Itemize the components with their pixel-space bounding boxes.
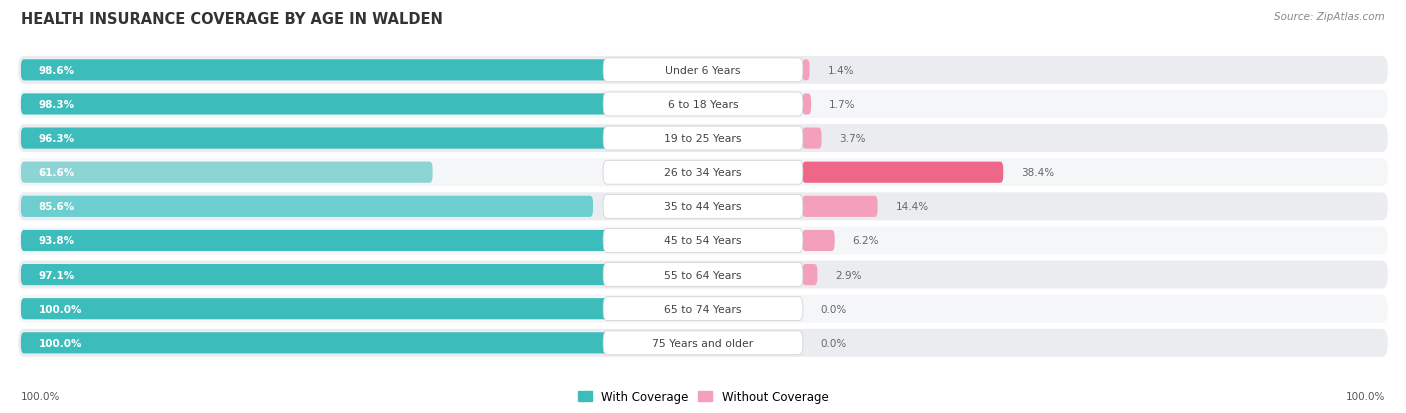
Text: 14.4%: 14.4% [896,202,928,212]
FancyBboxPatch shape [603,59,803,83]
FancyBboxPatch shape [21,196,593,217]
FancyBboxPatch shape [603,229,803,253]
Text: 19 to 25 Years: 19 to 25 Years [664,134,742,144]
Text: 45 to 54 Years: 45 to 54 Years [664,236,742,246]
Text: 55 to 64 Years: 55 to 64 Years [664,270,742,280]
FancyBboxPatch shape [18,295,1388,323]
Legend: With Coverage, Without Coverage: With Coverage, Without Coverage [572,385,834,408]
Text: 75 Years and older: 75 Years and older [652,338,754,348]
FancyBboxPatch shape [603,263,803,287]
FancyBboxPatch shape [603,93,803,116]
Text: 65 to 74 Years: 65 to 74 Years [664,304,742,314]
Text: 61.6%: 61.6% [39,168,75,178]
FancyBboxPatch shape [803,94,811,115]
Text: 2.9%: 2.9% [835,270,862,280]
Text: 98.3%: 98.3% [39,100,75,110]
FancyBboxPatch shape [803,128,821,150]
FancyBboxPatch shape [21,264,669,285]
FancyBboxPatch shape [18,91,1388,119]
FancyBboxPatch shape [21,162,433,183]
FancyBboxPatch shape [21,94,678,115]
Text: 1.7%: 1.7% [830,100,855,110]
Text: 35 to 44 Years: 35 to 44 Years [664,202,742,212]
FancyBboxPatch shape [21,230,648,252]
FancyBboxPatch shape [803,230,835,252]
FancyBboxPatch shape [803,196,877,217]
FancyBboxPatch shape [803,60,810,81]
FancyBboxPatch shape [603,331,803,355]
FancyBboxPatch shape [803,162,1004,183]
Text: 6.2%: 6.2% [852,236,879,246]
Text: 0.0%: 0.0% [820,304,846,314]
Text: 0.0%: 0.0% [820,338,846,348]
FancyBboxPatch shape [18,125,1388,153]
Text: 100.0%: 100.0% [39,338,83,348]
FancyBboxPatch shape [21,332,689,354]
Text: 6 to 18 Years: 6 to 18 Years [668,100,738,110]
Text: 85.6%: 85.6% [39,202,75,212]
FancyBboxPatch shape [803,264,817,285]
Text: 1.4%: 1.4% [828,66,853,76]
Text: HEALTH INSURANCE COVERAGE BY AGE IN WALDEN: HEALTH INSURANCE COVERAGE BY AGE IN WALD… [21,12,443,27]
FancyBboxPatch shape [603,161,803,185]
FancyBboxPatch shape [603,195,803,219]
Text: 3.7%: 3.7% [839,134,866,144]
Text: 26 to 34 Years: 26 to 34 Years [664,168,742,178]
Text: 98.6%: 98.6% [39,66,75,76]
Text: 96.3%: 96.3% [39,134,75,144]
Text: 97.1%: 97.1% [39,270,75,280]
FancyBboxPatch shape [18,329,1388,357]
Text: Under 6 Years: Under 6 Years [665,66,741,76]
Text: 100.0%: 100.0% [21,391,60,401]
FancyBboxPatch shape [18,159,1388,187]
Text: 100.0%: 100.0% [39,304,83,314]
Text: 100.0%: 100.0% [1346,391,1385,401]
FancyBboxPatch shape [18,227,1388,255]
Text: 38.4%: 38.4% [1021,168,1054,178]
FancyBboxPatch shape [21,60,681,81]
FancyBboxPatch shape [18,57,1388,85]
FancyBboxPatch shape [18,193,1388,221]
FancyBboxPatch shape [603,297,803,321]
Text: 93.8%: 93.8% [39,236,75,246]
FancyBboxPatch shape [18,261,1388,289]
FancyBboxPatch shape [21,299,689,320]
Text: Source: ZipAtlas.com: Source: ZipAtlas.com [1274,12,1385,22]
FancyBboxPatch shape [603,127,803,151]
FancyBboxPatch shape [21,128,665,150]
